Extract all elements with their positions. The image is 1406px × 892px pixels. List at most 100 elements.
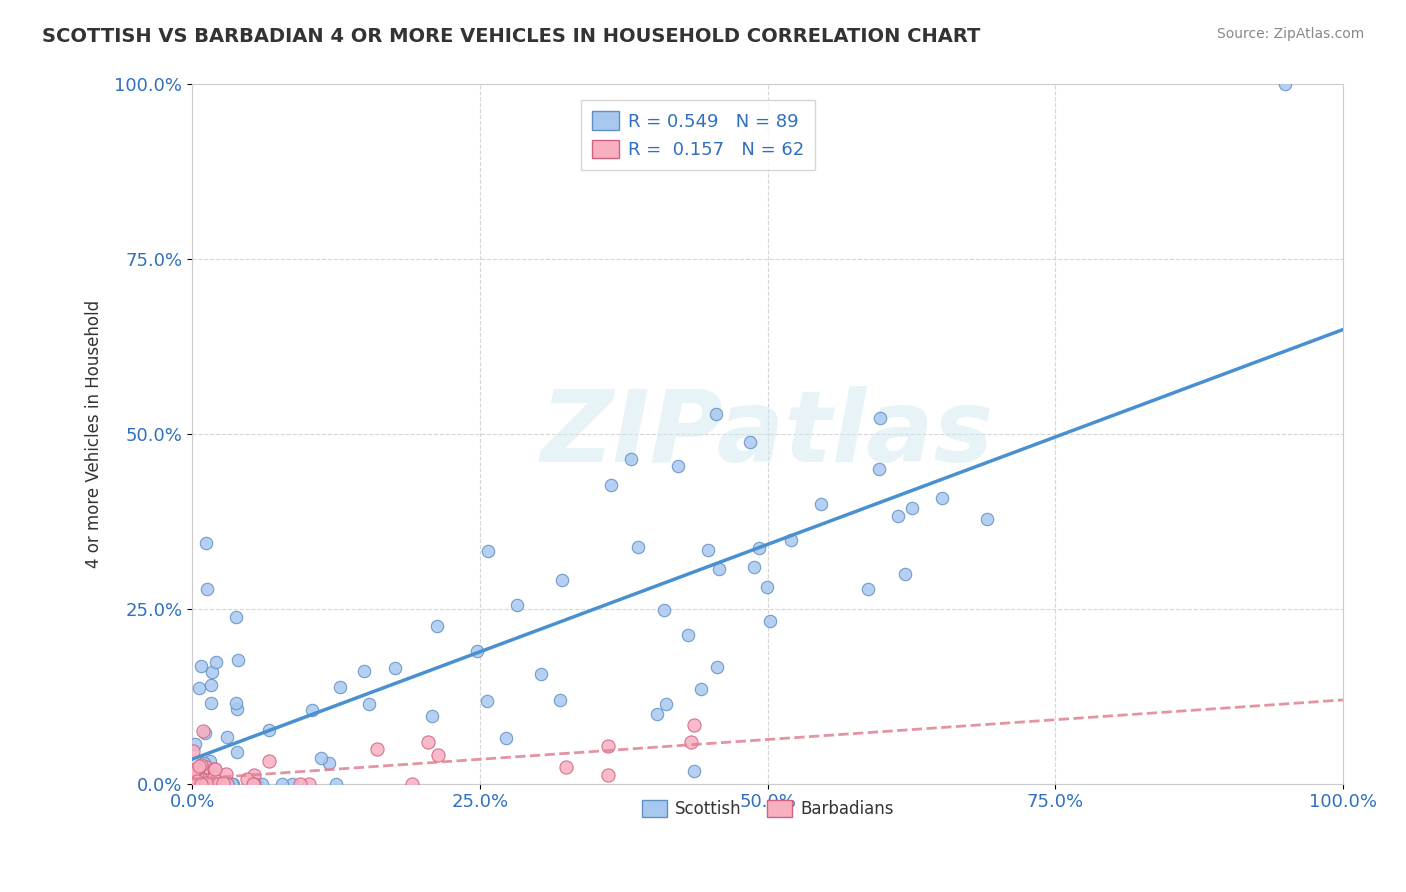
Point: [225, 696, 247, 710]
Point: [689, 681, 711, 696]
Point: [475, 694, 498, 708]
Point: [271, 777, 294, 791]
Point: [707, 561, 730, 575]
Point: [184, 762, 207, 776]
Point: [200, 777, 222, 791]
Point: [212, 776, 235, 790]
Point: [214, 777, 236, 791]
Point: [195, 773, 218, 788]
Point: [193, 756, 215, 770]
Point: [190, 770, 212, 784]
Point: [181, 770, 204, 784]
Point: [353, 664, 375, 678]
Point: [810, 497, 832, 511]
Point: [190, 776, 212, 790]
Point: [193, 777, 215, 791]
Point: [242, 777, 264, 791]
Point: [298, 777, 321, 791]
Point: [191, 777, 214, 791]
Point: [290, 777, 312, 791]
Point: [184, 737, 207, 751]
Point: [190, 777, 212, 791]
Point: [208, 777, 231, 791]
Point: [257, 755, 280, 769]
Point: [243, 768, 266, 782]
Point: [191, 777, 214, 791]
Point: [235, 772, 257, 787]
Text: ZIPatlas: ZIPatlas: [541, 385, 994, 483]
Point: [426, 747, 449, 762]
Point: [598, 767, 620, 781]
Point: [215, 777, 238, 791]
Point: [205, 777, 228, 791]
Point: [186, 770, 208, 784]
Point: [246, 777, 269, 791]
Point: [555, 760, 578, 774]
Point: [420, 708, 443, 723]
Point: [222, 777, 245, 791]
Point: [197, 777, 219, 791]
Point: [186, 766, 208, 780]
Point: [204, 655, 226, 669]
Point: [647, 707, 669, 722]
Point: [530, 667, 553, 681]
Point: [186, 774, 208, 789]
Point: [477, 543, 499, 558]
Point: [706, 660, 728, 674]
Point: [740, 435, 762, 450]
Point: [202, 770, 225, 784]
Point: [318, 756, 340, 770]
Point: [598, 739, 620, 753]
Point: [759, 615, 782, 629]
Point: [401, 777, 423, 791]
Point: [181, 766, 204, 780]
Point: [495, 731, 517, 745]
Point: [976, 511, 998, 525]
Point: [506, 598, 529, 612]
Point: [706, 408, 728, 422]
Point: [191, 777, 214, 791]
Point: [184, 777, 207, 791]
Point: [418, 735, 440, 749]
Point: [465, 643, 488, 657]
Point: [181, 777, 204, 791]
Point: [200, 777, 222, 791]
Point: [329, 680, 352, 694]
Point: [676, 628, 699, 642]
Point: [193, 777, 215, 791]
Point: [242, 777, 264, 791]
Point: [250, 777, 273, 791]
Point: [215, 730, 238, 744]
Point: [627, 540, 650, 554]
Point: [198, 754, 221, 768]
Point: [187, 681, 209, 695]
Text: Source: ZipAtlas.com: Source: ZipAtlas.com: [1216, 27, 1364, 41]
Point: [548, 693, 571, 707]
Point: [215, 766, 238, 780]
Text: SCOTTISH VS BARBADIAN 4 OR MORE VEHICLES IN HOUSEHOLD CORRELATION CHART: SCOTTISH VS BARBADIAN 4 OR MORE VEHICLES…: [42, 27, 980, 45]
Point: [893, 566, 915, 581]
Point: [188, 777, 211, 791]
Point: [779, 533, 801, 547]
Point: [195, 777, 218, 791]
Point: [181, 744, 204, 758]
Point: [184, 777, 207, 791]
Point: [869, 410, 891, 425]
Point: [181, 777, 204, 791]
Point: [325, 777, 347, 791]
Point: [190, 659, 212, 673]
Point: [183, 777, 205, 791]
Point: [681, 735, 703, 749]
Point: [188, 777, 211, 791]
Point: [225, 702, 247, 716]
Point: [201, 777, 224, 791]
Point: [620, 452, 643, 467]
Point: [187, 759, 209, 773]
Point: [259, 723, 281, 738]
Point: [207, 777, 229, 791]
Point: [202, 762, 225, 776]
Point: [190, 777, 212, 791]
Point: [756, 580, 779, 594]
Point: [426, 619, 449, 633]
Point: [856, 582, 879, 596]
